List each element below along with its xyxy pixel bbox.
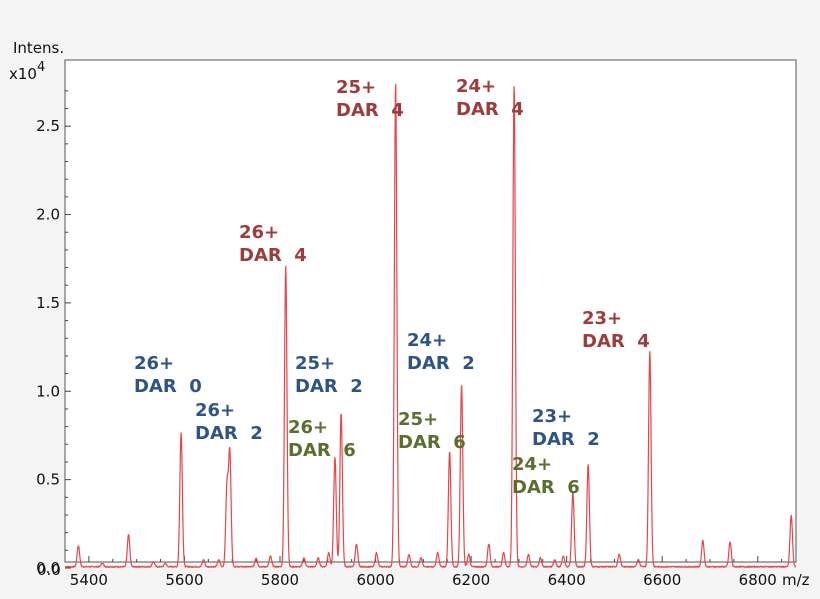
peak-label-charge: 26+ — [288, 417, 328, 438]
y-multiplier-base: x10 — [9, 65, 37, 83]
peak-label-dar: DAR 2 — [195, 423, 263, 444]
peak-label-dar: DAR 6 — [512, 477, 580, 498]
peak-label-dar: DAR 4 — [239, 245, 307, 266]
x-tick-label: 5600 — [165, 571, 203, 589]
peak-label-charge: 25+ — [398, 409, 438, 430]
peak-label-dar: DAR 2 — [407, 353, 475, 374]
peak-label-charge: 26+ — [134, 353, 174, 374]
y-axis-label: Intens. — [13, 39, 64, 57]
spectrum-line — [64, 83, 797, 568]
peak-label-charge: 24+ — [512, 454, 552, 475]
x-tick-label: 6400 — [548, 571, 586, 589]
peak-label-dar: DAR 2 — [532, 429, 600, 450]
peak-label-dar: DAR 4 — [582, 331, 650, 352]
peak-label-charge: 23+ — [532, 406, 572, 427]
x-tick-label: 5400 — [70, 571, 108, 589]
y-tick-label: 1.0 — [36, 382, 60, 400]
peak-label-dar: DAR 6 — [398, 432, 466, 453]
x-axis: 5400 5600 5800 6000 6200 6400 6600 6800 0.0 — [37, 556, 783, 589]
y-axis-multiplier: x104 — [9, 60, 45, 83]
x-tick-label: 6200 — [452, 571, 490, 589]
peak-label-dar: DAR 0 — [134, 376, 202, 397]
peak-label-dar: DAR 4 — [336, 100, 404, 121]
peak-label-charge: 26+ — [195, 400, 235, 421]
y-tick-label: 2.5 — [36, 117, 60, 135]
x-tick-label: 6600 — [643, 571, 681, 589]
y-multiplier-exponent: 4 — [37, 60, 45, 75]
peak-label-charge: 23+ — [582, 308, 622, 329]
y-tick-label: 1.5 — [36, 294, 60, 312]
peak-label-dar: DAR 2 — [295, 376, 363, 397]
peak-label-charge: 25+ — [336, 77, 376, 98]
y-tick-label: 2.0 — [36, 206, 60, 224]
y-tick-label: 0.0 — [36, 559, 60, 577]
x-tick-label: 6800 — [739, 571, 777, 589]
peak-label-dar: DAR 4 — [456, 99, 524, 120]
y-axis: 0.0 0.5 1.0 1.5 2.0 2.5 — [36, 90, 71, 577]
x-tick-label: 5800 — [261, 571, 299, 589]
peak-label-dar: DAR 6 — [288, 440, 356, 461]
x-tick-label: 6000 — [356, 571, 394, 589]
peak-label-charge: 24+ — [407, 330, 447, 351]
peak-label-charge: 24+ — [456, 76, 496, 97]
peak-annotations: 26+DAR 026+DAR 226+DAR 425+DAR 226+DAR 6… — [134, 76, 650, 498]
peak-label-charge: 26+ — [239, 222, 279, 243]
plot-area — [64, 59, 797, 563]
x-axis-unit: m/z — [782, 571, 810, 589]
y-tick-label: 0.5 — [36, 471, 60, 489]
peak-label-charge: 25+ — [295, 353, 335, 374]
y-tick-label-origin: 0.0 — [37, 561, 61, 579]
